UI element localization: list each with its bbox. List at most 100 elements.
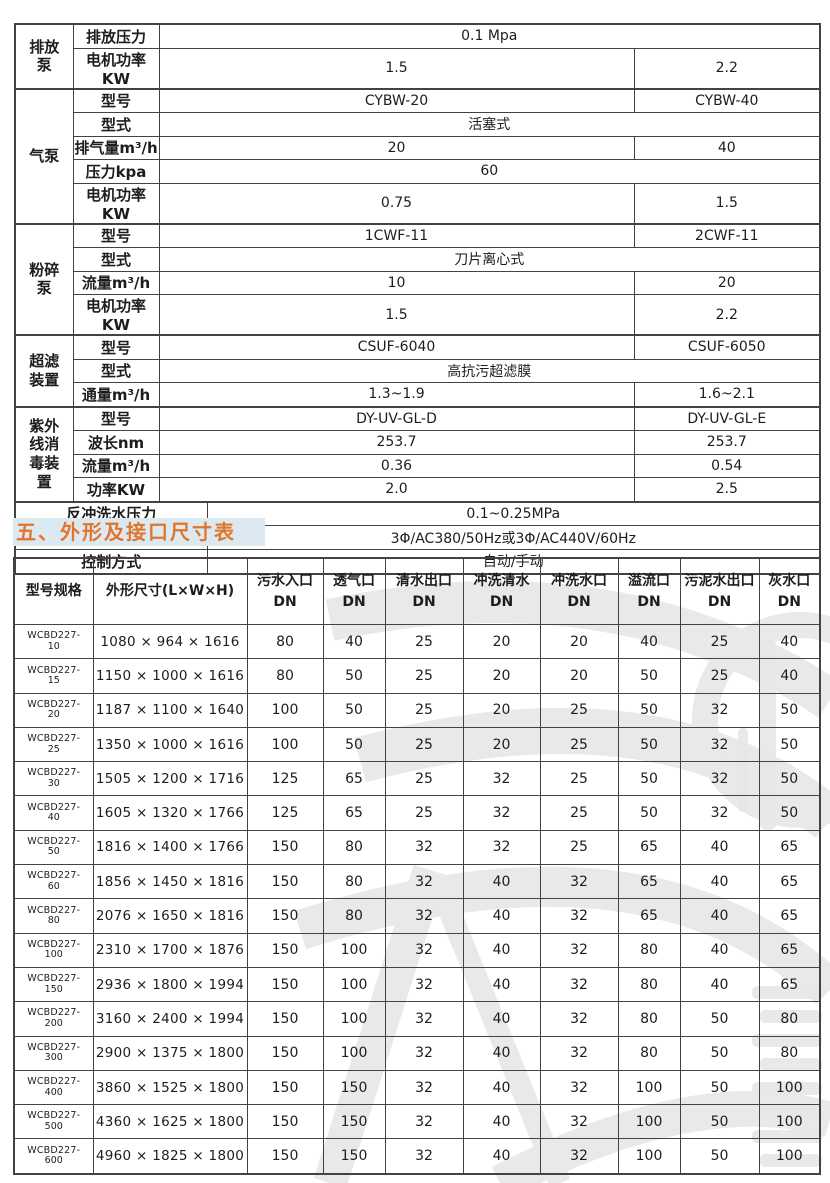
spec-value-span: 活塞式 xyxy=(158,112,821,137)
dim-value-cell: 40 xyxy=(462,864,541,900)
dim-model-prefix: WCBD227- xyxy=(27,938,81,950)
dim-value-cell: 40 xyxy=(462,932,541,968)
dim-value-cell: 150 xyxy=(322,1138,386,1175)
dim-value-cell: 150 xyxy=(246,966,324,1003)
dim-model-cell: WCBD227- 100 xyxy=(13,932,94,968)
dim-value-cell: 40 xyxy=(462,898,541,934)
dim-model-cell: WCBD227- 80 xyxy=(13,898,94,934)
spec-param-label: 型号 xyxy=(72,405,160,431)
dim-size-cell: 1080 × 964 × 1616 xyxy=(92,623,248,660)
dim-model-cell: WCBD227- 300 xyxy=(13,1035,94,1071)
dim-model-cell: WCBD227- 50 xyxy=(13,829,94,866)
dimension-and-port-table: 型号规格 外形尺寸(L×W×H) 污水入口 DN 透气口 DN 清水出口 DN 冲洗清水 … xyxy=(13,557,821,1175)
dim-row: WCBD227- 15 1150 × 1000 × 1616 80 50 25 20 20 50… xyxy=(13,658,821,694)
dim-model-suffix: 40 xyxy=(47,812,60,824)
dim-value-cell: 40 xyxy=(617,623,681,660)
dim-column-header: 污水入口 DN xyxy=(246,557,324,625)
dim-value-cell: 65 xyxy=(758,864,821,900)
dim-value-cell: 50 xyxy=(758,726,821,763)
dim-value-cell: 65 xyxy=(758,829,821,866)
spec-param-label: 压力kpa xyxy=(72,159,160,184)
spec-param-label: 型式 xyxy=(72,112,160,137)
spec-value-col2: 2.5 xyxy=(633,477,821,502)
dim-model-prefix: WCBD227- xyxy=(27,870,81,882)
dim-size-cell: 4360 × 1625 × 1800 xyxy=(92,1104,248,1140)
spec-group-label: 排放泵 xyxy=(14,23,74,89)
dim-value-cell: 100 xyxy=(322,1035,386,1071)
dim-size-cell: 2900 × 1375 × 1800 xyxy=(92,1035,248,1071)
dim-value-cell: 150 xyxy=(322,1069,386,1106)
dim-value-cell: 100 xyxy=(322,932,386,968)
dim-model-prefix: WCBD227- xyxy=(27,1144,81,1156)
dim-model-prefix: WCBD227- xyxy=(27,1007,81,1019)
dim-value-cell: 125 xyxy=(246,795,324,831)
spec-row: 流量m³/h 0.36 0.54 xyxy=(15,453,821,478)
dim-model-cell: WCBD227- 30 xyxy=(13,761,94,797)
section-title: 五、外形及接口尺寸表 xyxy=(16,520,236,544)
dim-value-cell: 20 xyxy=(462,658,541,694)
dim-value-cell: 32 xyxy=(539,1035,619,1071)
dim-model-prefix: WCBD227- xyxy=(27,698,81,710)
dim-value-cell: 100 xyxy=(322,966,386,1003)
spec-value-col1: 10 xyxy=(158,270,635,295)
dim-value-cell: 50 xyxy=(679,1138,760,1175)
dim-row: WCBD227- 50 1816 × 1400 × 1766 150 80 32 32 25 6… xyxy=(13,829,821,866)
dim-value-cell: 80 xyxy=(617,1001,681,1037)
dim-value-cell: 32 xyxy=(539,1069,619,1106)
spec-footer-value: 3Φ/AC380/50Hz或3Φ/AC440V/60Hz xyxy=(206,525,821,551)
dim-value-cell: 80 xyxy=(758,1001,821,1037)
dim-model-cell: WCBD227- 500 xyxy=(13,1104,94,1140)
spec-value-col1: 1.5 xyxy=(158,47,635,89)
dim-value-cell: 150 xyxy=(246,829,324,866)
dim-value-cell: 25 xyxy=(539,761,619,797)
dim-row: WCBD227- 40 1605 × 1320 × 1766 125 65 25 32 25 5… xyxy=(13,795,821,831)
dim-value-cell: 25 xyxy=(384,658,464,694)
section-title-bar: 五、外形及接口尺寸表 xyxy=(13,518,265,546)
dim-value-cell: 65 xyxy=(758,898,821,934)
dim-value-cell: 150 xyxy=(246,1069,324,1106)
dim-column-header: 冲洗水口 DN xyxy=(539,557,619,625)
dim-value-cell: 50 xyxy=(679,1104,760,1140)
dim-value-cell: 25 xyxy=(384,795,464,831)
dim-value-cell: 80 xyxy=(322,829,386,866)
spec-row: 粉碎泵 型号 1CWF-11 2CWF-11 xyxy=(14,222,821,336)
dim-value-cell: 32 xyxy=(462,761,541,797)
dim-value-cell: 25 xyxy=(384,623,464,660)
dim-value-cell: 80 xyxy=(617,966,681,1003)
spec-row: 型式 高抗污超滤膜 xyxy=(15,358,821,383)
dim-value-cell: 25 xyxy=(679,658,760,694)
spec-param-label: 排气量m³/h xyxy=(72,135,160,160)
dim-value-cell: 20 xyxy=(462,726,541,763)
spec-param-label: 流量m³/h xyxy=(72,270,160,295)
dim-value-cell: 50 xyxy=(322,692,386,728)
dim-row: WCBD227- 200 3160 × 2400 × 1994 150 100 32 40 3… xyxy=(13,1001,821,1037)
dim-value-cell: 20 xyxy=(462,623,541,660)
dim-value-cell: 100 xyxy=(617,1104,681,1140)
dim-value-cell: 50 xyxy=(322,726,386,763)
spec-row: 型式 刀片离心式 xyxy=(15,247,821,272)
dim-value-cell: 65 xyxy=(758,932,821,968)
spec-value-col1: 1.5 xyxy=(158,294,635,336)
dim-model-suffix: 10 xyxy=(47,640,60,652)
spec-value-col1: 2.0 xyxy=(158,477,635,502)
dim-value-cell: 40 xyxy=(462,1138,541,1175)
dim-value-cell: 40 xyxy=(679,864,760,900)
dim-header-row: 型号规格 外形尺寸(L×W×H) 污水入口 DN 透气口 DN 清水出口 DN 冲洗清水 … xyxy=(13,557,821,625)
dim-value-cell: 20 xyxy=(462,692,541,728)
dim-size-cell: 3860 × 1525 × 1800 xyxy=(92,1069,248,1106)
dim-model-cell: WCBD227- 400 xyxy=(13,1069,94,1106)
dim-value-cell: 50 xyxy=(617,761,681,797)
spec-row: 功率KW 2.0 2.5 xyxy=(15,477,821,502)
dim-value-cell: 32 xyxy=(679,692,760,728)
dim-value-cell: 40 xyxy=(462,1035,541,1071)
dim-model-suffix: 150 xyxy=(44,983,63,995)
spec-row: 气泵 型号 CYBW-20 CYBW-40 xyxy=(14,87,821,224)
dim-value-cell: 32 xyxy=(679,726,760,763)
spec-value-col2: 20 xyxy=(633,270,821,295)
dim-value-cell: 80 xyxy=(617,932,681,968)
dim-value-cell: 50 xyxy=(758,761,821,797)
spec-value-col1: CSUF-6040 xyxy=(158,334,635,360)
dim-model-cell: WCBD227- 20 xyxy=(13,692,94,728)
spec-param-label: 型号 xyxy=(72,222,160,248)
spec-value-col2: 0.54 xyxy=(633,453,821,478)
